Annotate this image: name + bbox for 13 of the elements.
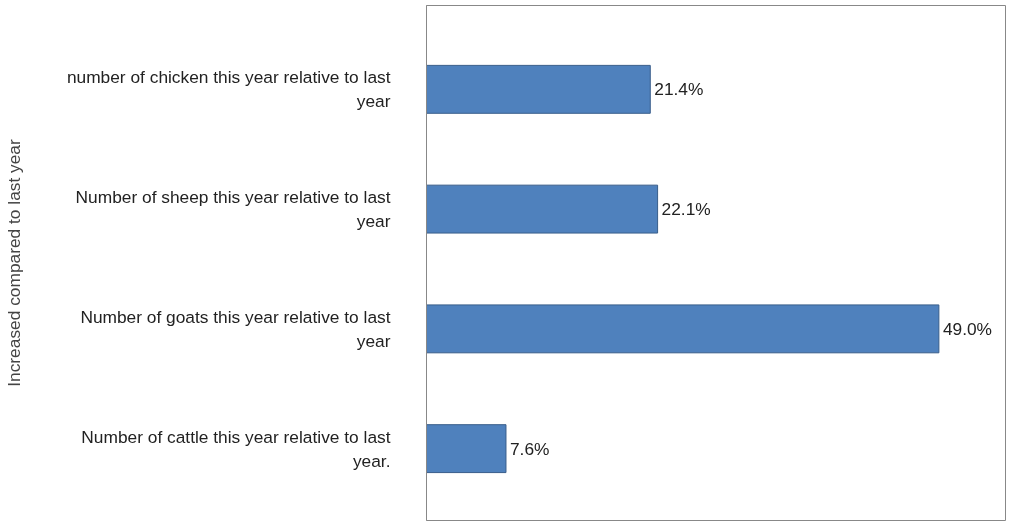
data-label: 21.4% — [654, 79, 704, 100]
data-label: 49.0% — [942, 318, 993, 339]
bar — [426, 184, 659, 234]
y-tick-label: number of chicken this year relative to last year — [66, 67, 391, 112]
bar — [426, 304, 940, 354]
y-tick-label: Number of cattle this year relative to last year. — [81, 426, 391, 471]
bar — [426, 424, 507, 474]
data-label: 22.1% — [661, 199, 711, 220]
y-tick-label: Number of sheep this year relative to last year — [75, 187, 391, 232]
bar — [426, 64, 651, 114]
y-axis-title: Increased compared to last year — [3, 139, 24, 387]
data-label: 7.6% — [509, 438, 550, 459]
y-tick-label: Number of goats this year relative to last year — [80, 306, 391, 351]
